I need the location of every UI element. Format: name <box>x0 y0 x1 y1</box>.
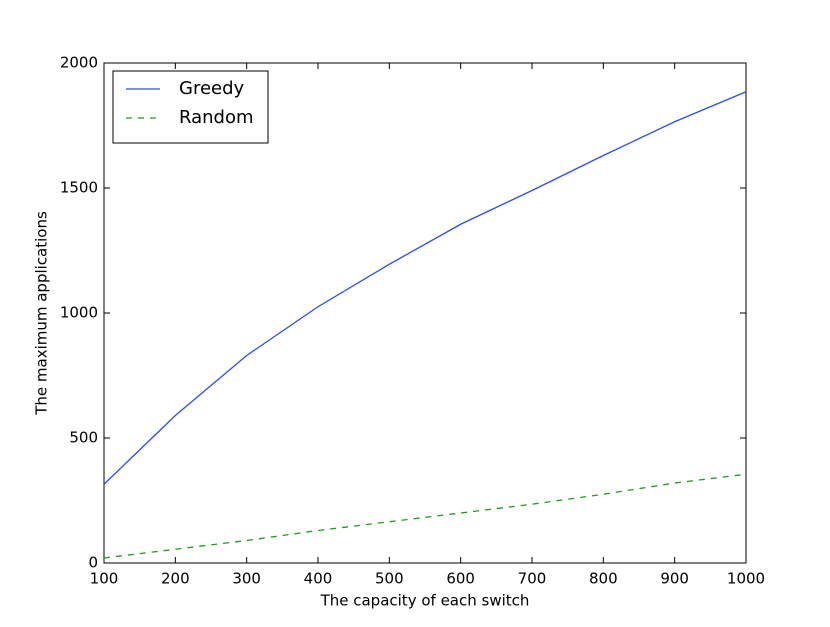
x-tick-label: 300 <box>232 570 261 588</box>
x-tick-label: 400 <box>304 570 333 588</box>
x-tick-label: 700 <box>518 570 547 588</box>
x-tick-label: 800 <box>589 570 618 588</box>
x-tick-label: 600 <box>446 570 475 588</box>
x-tick-label: 500 <box>375 570 404 588</box>
y-tick-label: 1000 <box>60 304 98 322</box>
y-tick-label: 0 <box>88 554 98 572</box>
x-tick-label: 100 <box>90 570 119 588</box>
legend-label: Random <box>179 107 254 128</box>
x-tick-label: 900 <box>660 570 689 588</box>
legend-box <box>112 70 269 144</box>
y-tick-label: 1500 <box>60 179 98 197</box>
legend-label: Greedy <box>179 78 245 99</box>
x-axis-label: The capacity of each switch <box>320 592 530 610</box>
x-tick-label: 1000 <box>727 570 765 588</box>
y-axis-label: The maximum applications <box>33 211 51 416</box>
y-tick-label: 2000 <box>60 54 98 72</box>
series-line <box>103 473 747 559</box>
y-tick-label: 500 <box>69 429 98 447</box>
x-tick-label: 200 <box>161 570 190 588</box>
series-line <box>103 91 747 485</box>
